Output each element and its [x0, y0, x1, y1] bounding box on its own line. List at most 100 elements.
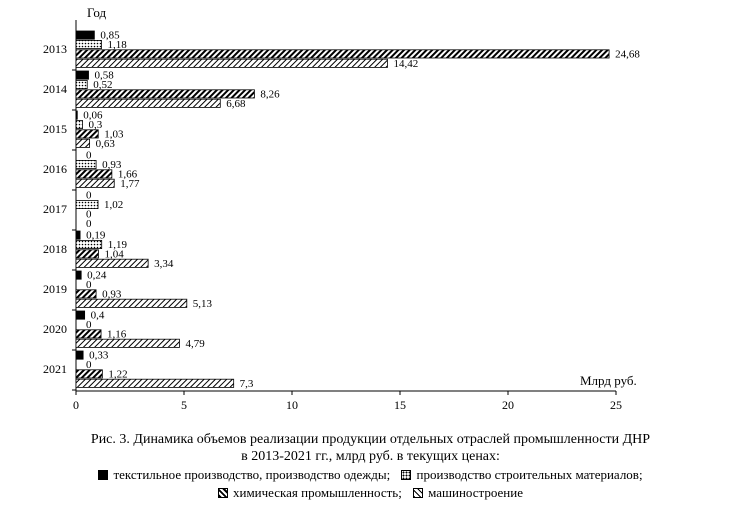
data-label-chemical: 1,16: [107, 329, 127, 341]
data-label-chemical: 1,03: [104, 129, 124, 141]
legend-row-2: химическая промышленность; машиностроени…: [0, 485, 741, 501]
bar-machinery: [75, 378, 235, 388]
figure-caption-line-1: Рис. 3. Динамика объемов реализации прод…: [90, 432, 651, 447]
bar-chemical: [75, 89, 255, 99]
bar-textile: [75, 30, 95, 40]
data-label-chemical: 8,26: [260, 89, 280, 101]
data-label-machinery: 0: [86, 218, 92, 230]
bar-chemical: [75, 289, 97, 299]
bar-chemical: [75, 169, 113, 179]
y-axis-title: Год: [87, 5, 106, 20]
data-label-chemical: 24,68: [615, 49, 640, 61]
y-tick-label: 2021: [43, 362, 67, 376]
bar-chemical: [75, 249, 99, 259]
legend-label-machinery: машиностроение: [428, 485, 523, 500]
data-label-machinery: 0,63: [96, 138, 116, 150]
data-label-construction: 1,02: [104, 199, 123, 211]
data-label-chemical: 0: [86, 209, 92, 221]
data-label-machinery: 4,79: [185, 338, 205, 350]
y-tick-label: 2018: [43, 242, 67, 256]
y-tick-label: 2015: [43, 122, 67, 136]
data-label-chemical: 1,66: [118, 169, 138, 181]
data-label-machinery: 5,13: [193, 298, 213, 310]
y-tick-label: 2019: [43, 282, 67, 296]
bar-chemical: [75, 369, 103, 379]
bar-construction: [75, 239, 103, 249]
data-label-textile: 0,24: [87, 270, 107, 282]
y-tick-label: 2017: [43, 202, 67, 216]
data-label-textile: 0,4: [91, 310, 105, 322]
x-tick-label: 15: [394, 398, 406, 412]
bar-textile: [75, 310, 86, 320]
legend-label-textile: текстильное производство, производство о…: [113, 467, 391, 482]
legend-item-machinery: машиностроение: [413, 485, 523, 501]
data-label-textile: 0,58: [95, 70, 115, 82]
data-label-chemical: 0,93: [102, 289, 122, 301]
bar-construction: [75, 40, 102, 50]
legend-item-textile: текстильное производство, производство о…: [98, 467, 390, 483]
bar-machinery: [75, 338, 180, 348]
bar-chemical: [75, 329, 102, 339]
bar-textile: [75, 350, 84, 360]
data-label-construction: 1,19: [108, 239, 128, 251]
data-label-machinery: 1,77: [120, 178, 140, 190]
data-label-construction: 1,18: [107, 39, 127, 51]
data-label-construction: 0: [86, 319, 92, 331]
legend-swatch-thin-hatch: [413, 488, 424, 498]
bar-machinery: [75, 178, 115, 188]
bar-machinery: [75, 258, 149, 268]
x-tick-label: 5: [181, 398, 187, 412]
legend-row-1: текстильное производство, производство о…: [0, 467, 741, 483]
y-tick-label: 2013: [43, 42, 67, 56]
bar-machinery: [75, 98, 221, 108]
bar-construction: [75, 80, 88, 90]
bar-textile: [75, 230, 81, 240]
bar-machinery: [75, 138, 91, 148]
data-label-machinery: 3,34: [154, 258, 174, 270]
data-label-machinery: 7,3: [240, 378, 254, 390]
bar-construction: [75, 159, 97, 169]
x-tick-label: 10: [286, 398, 298, 412]
legend-swatch-solid: [98, 470, 109, 480]
data-label-textile: 0,06: [83, 110, 103, 122]
data-label-chemical: 1,22: [108, 369, 127, 381]
bar-chemical: [75, 49, 610, 59]
bar-construction: [75, 199, 99, 209]
figure-caption-line-2: в 2013-2021 гг., млрд руб. в текущих цен…: [241, 449, 500, 464]
x-axis-unit-label: Млрд руб.: [580, 373, 637, 388]
data-label-machinery: 6,68: [226, 98, 246, 110]
bars: 0,851,1824,6814,420,580,528,266,680,060,…: [75, 30, 640, 390]
data-label-construction: 0,52: [93, 79, 112, 91]
data-label-construction: 0: [86, 359, 92, 371]
chart: Год Млрд руб. 0 5 10 15 20 25 2013 2014 2015 2016…: [43, 5, 640, 412]
data-label-construction: 0,93: [102, 159, 122, 171]
y-tick-label: 2014: [43, 82, 67, 96]
data-label-textile: 0,33: [89, 350, 109, 362]
axes: 0 5 10 15 20 25 2013 2014 2015 2016 2017 2018 2019 20…: [43, 20, 622, 412]
legend-swatch-thick-hatch: [218, 488, 228, 498]
data-label-textile: 0: [86, 190, 92, 202]
legend-label-chemical: химическая промышленность;: [233, 485, 402, 500]
x-tick-label: 20: [502, 398, 514, 412]
y-tick-label: 2016: [43, 162, 67, 176]
data-label-construction: 0,3: [88, 119, 102, 131]
data-label-textile: 0,19: [86, 230, 106, 242]
bar-textile: [75, 110, 78, 120]
x-tick-label: 25: [610, 398, 622, 412]
bar-textile: [75, 270, 82, 280]
legend-label-construction: производство строительных материалов;: [416, 467, 643, 482]
x-tick-label: 0: [73, 398, 79, 412]
data-label-textile: 0,85: [100, 30, 120, 42]
bar-machinery: [75, 58, 388, 68]
data-label-machinery: 14,42: [393, 58, 418, 70]
y-tick-label: 2020: [43, 322, 67, 336]
legend-swatch-dots: [401, 470, 412, 480]
legend-item-chemical: химическая промышленность;: [218, 485, 402, 501]
data-label-chemical: 1,04: [104, 249, 124, 261]
bar-construction: [75, 120, 83, 130]
bar-chemical: [75, 129, 99, 139]
bar-textile: [75, 70, 89, 80]
legend-item-construction: производство строительных материалов;: [401, 467, 643, 483]
bar-machinery: [75, 298, 188, 308]
data-label-textile: 0: [86, 150, 92, 162]
